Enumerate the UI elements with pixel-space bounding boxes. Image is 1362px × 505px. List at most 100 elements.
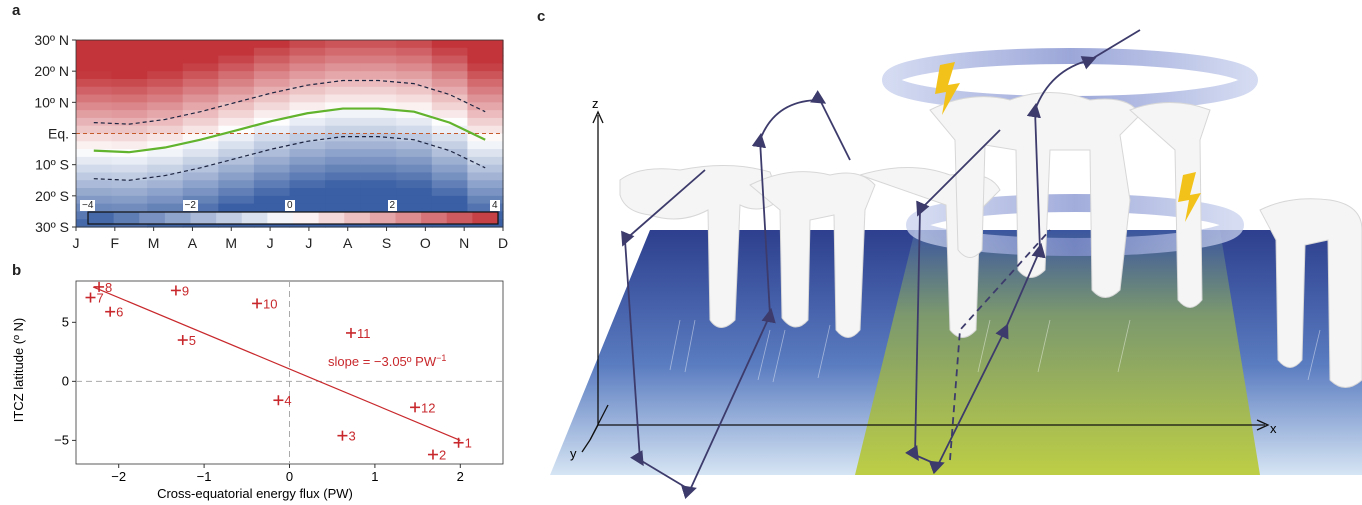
heatmap-cell	[325, 149, 362, 158]
colorbar-frame	[87, 211, 499, 225]
heatmap-cell	[467, 110, 504, 119]
itcz-line	[93, 107, 486, 154]
heatmap-cell	[76, 71, 113, 80]
heatmap-cell	[431, 40, 469, 49]
x-tick-label: 0	[286, 469, 293, 484]
heatmap-cell	[467, 149, 504, 158]
heatmap-cell	[76, 102, 113, 111]
point-label: 8	[105, 280, 112, 295]
heatmap-cell	[289, 133, 326, 142]
heatmap-cell	[182, 133, 219, 142]
heatmap-cell	[253, 78, 291, 88]
heatmap-cell	[182, 110, 219, 119]
heatmap-cell	[467, 40, 504, 49]
heatmap-cell	[289, 55, 326, 64]
heatmap-cell	[218, 149, 255, 158]
heatmap-cell	[218, 47, 255, 57]
heatmap-cell	[218, 110, 255, 119]
heatmap-cell	[76, 40, 113, 49]
heatmap-cell	[325, 71, 362, 80]
x-tick-label: −1	[197, 469, 212, 484]
heatmap-cell	[467, 141, 504, 150]
colorbar-step	[216, 212, 243, 224]
heatmap-cell	[325, 47, 362, 57]
colorbar-step	[395, 212, 422, 224]
heatmap-cell	[431, 149, 469, 158]
heatmap-cell	[467, 78, 504, 88]
point-label: 6	[116, 305, 123, 320]
heatmap-cell	[182, 164, 219, 174]
heatmap-cell	[147, 195, 184, 205]
heatmap-cell	[396, 188, 433, 197]
scatter-point-9: 9	[170, 283, 189, 298]
point-label: 4	[284, 393, 291, 408]
heatmap-cell	[111, 188, 148, 197]
heatmap-cell	[253, 63, 291, 72]
heatmap-cell	[147, 63, 184, 72]
heatmap-cell	[76, 78, 113, 88]
heatmap-cell	[396, 180, 433, 189]
colorbar-step	[344, 212, 371, 224]
panel-label-b: b	[12, 262, 22, 279]
heatmap-cell	[431, 195, 469, 205]
heatmap-cell	[431, 94, 469, 103]
heatmap-cell	[111, 125, 148, 135]
colorbar-step	[446, 212, 473, 224]
heatmap-cell	[253, 141, 291, 150]
heatmap-cell	[289, 125, 326, 135]
heatmap-cell	[325, 141, 362, 150]
heatmap-cell	[467, 102, 504, 111]
x-tick-label: 2	[457, 469, 464, 484]
heatmap-cell	[360, 149, 397, 158]
heatmap-contour	[93, 79, 486, 125]
heatmap-cell	[76, 156, 113, 166]
heatmap-cell	[289, 102, 326, 111]
heatmap-cell	[431, 164, 469, 174]
heatmap-cell	[325, 40, 362, 49]
heatmap-cell	[360, 63, 397, 72]
heatmap-cell	[325, 156, 362, 166]
heatmap-cell	[325, 180, 362, 189]
heatmap-cell	[182, 172, 219, 181]
colorbar-step	[241, 212, 268, 224]
scatter-frame: −2 −1 0 1 2−505	[54, 280, 504, 484]
heatmap-cell	[360, 133, 397, 142]
heatmap-cell	[467, 195, 504, 205]
heatmap-cell	[218, 117, 255, 127]
heatmap-cell	[111, 141, 148, 150]
scatter-point-12: 12	[410, 400, 436, 415]
circulation-diagram: z x y	[550, 29, 1362, 500]
colorbar-step	[113, 212, 140, 224]
heatmap-cell	[289, 117, 326, 127]
panel-label-a: a	[12, 2, 21, 19]
heatmap-cell	[325, 164, 362, 174]
heatmap-cell	[467, 55, 504, 64]
heatmap-cell	[182, 40, 219, 49]
heatmap-cell	[360, 55, 397, 64]
heatmap-cell	[431, 71, 469, 80]
heatmap-cell	[289, 141, 326, 150]
heatmap-cell	[325, 195, 362, 205]
colorbar-step	[139, 212, 166, 224]
heatmap-cell	[253, 71, 291, 80]
x-tick-label: F	[111, 235, 120, 251]
heatmap-cell	[76, 180, 113, 189]
heatmap-cell	[396, 117, 433, 127]
heatmap-cell	[218, 133, 255, 142]
heatmap-cell	[431, 141, 469, 150]
scatter-point-10: 10	[252, 296, 278, 311]
heatmap-cell	[325, 125, 362, 135]
heatmap-cell	[325, 102, 362, 111]
heatmap-cell	[467, 133, 504, 142]
heatmap-cell	[396, 156, 433, 166]
heatmap-cell	[253, 86, 291, 96]
scatter-frame-rect	[75, 280, 504, 465]
heatmap-cell	[147, 203, 184, 213]
point-label: 3	[348, 429, 355, 444]
x-tick-label: D	[498, 235, 508, 251]
heatmap-cell	[182, 63, 219, 72]
heatmap-cell	[325, 110, 362, 119]
heatmap-cell	[76, 47, 113, 57]
heatmap-cell	[111, 149, 148, 158]
x-axis-label: Cross-equatorial energy flux (PW)	[157, 486, 353, 501]
